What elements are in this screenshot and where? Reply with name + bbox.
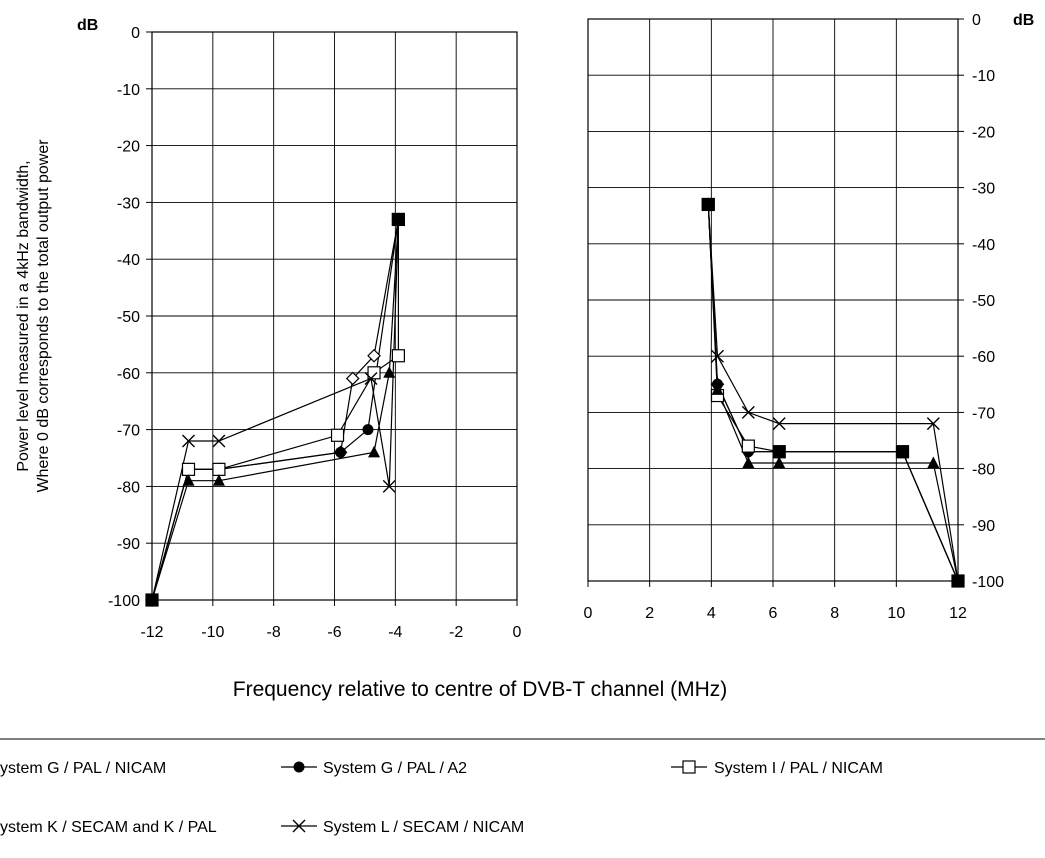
x-tick-label: 12 xyxy=(949,605,967,622)
data-point xyxy=(772,445,786,459)
plot-frame xyxy=(587,18,959,582)
y-tick-label: -60 xyxy=(117,366,140,383)
data-point xyxy=(212,462,226,476)
legend-label: System I / PAL / NICAM xyxy=(714,760,883,777)
data-point xyxy=(367,348,381,363)
legend-label: ystem K / SECAM and K / PAL xyxy=(0,819,217,836)
plot-frame xyxy=(151,31,518,601)
y-tick-label: -50 xyxy=(972,293,995,310)
data-point xyxy=(711,383,724,395)
y-tick-label: -20 xyxy=(117,139,140,156)
right-unit-label: dB xyxy=(1013,12,1034,29)
data-point xyxy=(926,417,940,431)
y-tick-label: -70 xyxy=(117,423,140,440)
data-point xyxy=(896,445,909,459)
y-tick-label: -30 xyxy=(972,181,995,198)
upper-adjacent-chart-panel: 0 2 4 6 8 10 12 0 -10 -20 -30 -40 -50 -60 -70 -80 -90 -10… xyxy=(584,12,1005,622)
legend-label: System L / SECAM / NICAM xyxy=(323,819,524,836)
lower-adjacent-chart-panel: -12 -10 -8 -6 -4 -2 00-10-20-30-40-50-60-70-80… xyxy=(108,25,522,641)
data-point xyxy=(741,439,755,453)
x-tick-label: -12 xyxy=(140,624,163,641)
y-tick-label: -50 xyxy=(117,309,140,326)
x-tick-label: -4 xyxy=(388,624,402,641)
y-tick-label: -80 xyxy=(972,462,995,479)
legend-marker xyxy=(682,760,696,774)
y-tick-label: -40 xyxy=(117,252,140,269)
data-point xyxy=(145,593,159,607)
data-point xyxy=(773,456,786,468)
series-line xyxy=(707,204,959,582)
data-point xyxy=(368,445,381,458)
x-tick-label: 0 xyxy=(513,624,522,641)
data-point xyxy=(367,366,381,380)
legend-item: ystem G / PAL / NICAM xyxy=(0,760,166,777)
data-point xyxy=(383,366,396,378)
legend: ystem G / PAL / NICAM System G / PAL / A2… xyxy=(0,738,1045,836)
data-point xyxy=(927,456,940,468)
data-point xyxy=(181,462,196,476)
data-point xyxy=(182,474,195,486)
legend-item: System G / PAL / A2 xyxy=(281,760,467,777)
legend-item: ystem K / SECAM and K / PAL xyxy=(0,819,217,836)
legend-label: System G / PAL / A2 xyxy=(323,760,467,777)
y-tick-label: -100 xyxy=(972,574,1004,591)
data-point xyxy=(212,434,226,448)
legend-marker xyxy=(292,819,306,833)
y-tick-label: -70 xyxy=(972,405,995,422)
legend-item: System L / SECAM / NICAM xyxy=(281,819,524,836)
y-tick-label: -40 xyxy=(972,237,995,254)
y-tick-label: -20 xyxy=(972,124,995,141)
data-point xyxy=(364,371,378,385)
x-tick-label: -8 xyxy=(267,624,281,641)
x-tick-label: 8 xyxy=(830,605,839,622)
y-axis-label-line-2: Where 0 dB corresponds to the total outp… xyxy=(35,139,52,493)
x-tick-label: -10 xyxy=(201,624,224,641)
x-tick-label: -2 xyxy=(449,624,463,641)
x-tick-label: 6 xyxy=(769,605,778,622)
data-point xyxy=(362,424,374,436)
x-axis-label: Frequency relative to centre of DVB-T ch… xyxy=(233,678,727,701)
data-point xyxy=(772,417,786,431)
y-tick-label: 0 xyxy=(972,12,981,29)
data-point xyxy=(212,474,225,486)
data-point xyxy=(951,574,965,588)
data-point xyxy=(391,349,405,363)
x-tick-label: 10 xyxy=(887,605,905,622)
data-point xyxy=(345,371,360,386)
y-tick-label: 0 xyxy=(131,25,140,42)
y-tick-label: -10 xyxy=(117,82,140,99)
data-point xyxy=(742,456,755,468)
y-axis-label-line-1: Power level measured in a 4kHz bandwidth… xyxy=(15,160,32,471)
data-point xyxy=(391,212,405,226)
y-tick-label: -80 xyxy=(117,479,140,496)
data-point xyxy=(330,428,345,442)
y-tick-label: -60 xyxy=(972,349,995,366)
x-tick-label: 2 xyxy=(645,605,654,622)
data-point xyxy=(182,434,195,448)
data-point xyxy=(335,446,347,458)
y-tick-label: -90 xyxy=(117,536,140,553)
data-point xyxy=(741,405,755,419)
y-tick-label: -90 xyxy=(972,518,995,535)
legend-marker xyxy=(293,761,305,773)
data-point xyxy=(382,479,396,493)
legend-label: ystem G / PAL / NICAM xyxy=(0,760,166,777)
series-line xyxy=(151,219,399,601)
y-tick-label: -30 xyxy=(117,195,140,212)
x-tick-label: -6 xyxy=(327,624,341,641)
data-point xyxy=(701,197,715,211)
legend-item: System I / PAL / NICAM xyxy=(671,760,883,777)
left-unit-label: dB xyxy=(77,17,98,34)
series-line xyxy=(707,204,959,582)
x-tick-label: 0 xyxy=(584,605,593,622)
x-tick-label: 4 xyxy=(707,605,716,622)
data-point xyxy=(711,349,724,363)
y-tick-label: -10 xyxy=(972,68,995,85)
y-tick-label: -100 xyxy=(108,593,140,610)
